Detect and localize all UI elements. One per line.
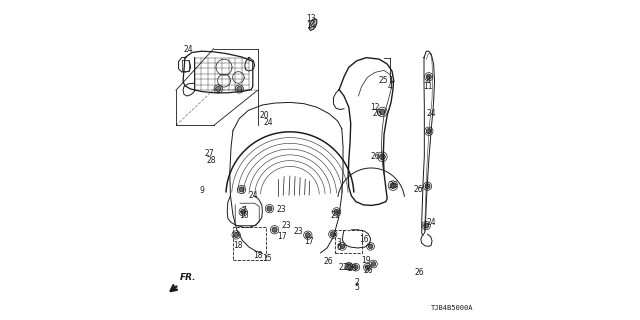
Circle shape [305, 233, 310, 238]
Bar [233, 227, 266, 260]
Circle shape [424, 223, 429, 228]
Circle shape [340, 244, 344, 249]
Text: 24: 24 [426, 218, 436, 227]
Text: 14: 14 [306, 21, 316, 30]
Text: 13: 13 [306, 14, 316, 23]
Text: TJB4B5000A: TJB4B5000A [431, 305, 474, 311]
Circle shape [272, 227, 277, 232]
Text: 1: 1 [388, 76, 393, 85]
Circle shape [380, 154, 385, 160]
Circle shape [365, 265, 370, 269]
Circle shape [380, 109, 385, 115]
Text: 27: 27 [204, 149, 214, 158]
Text: 23: 23 [282, 221, 292, 230]
Text: 16: 16 [358, 235, 369, 244]
Circle shape [241, 209, 246, 214]
Text: 12: 12 [371, 103, 380, 112]
Text: 26: 26 [348, 264, 357, 273]
Circle shape [334, 209, 339, 214]
Polygon shape [309, 19, 317, 30]
Text: 26: 26 [414, 268, 424, 277]
Circle shape [426, 74, 431, 79]
Text: 20: 20 [259, 111, 269, 120]
Circle shape [371, 262, 376, 266]
Text: 15: 15 [262, 254, 272, 263]
Text: 28: 28 [207, 156, 216, 165]
Text: 19: 19 [361, 256, 371, 265]
Text: 24: 24 [249, 191, 259, 200]
Circle shape [234, 232, 239, 237]
Text: 7: 7 [242, 206, 246, 215]
Circle shape [237, 86, 242, 92]
Text: FR.: FR. [180, 273, 196, 282]
Text: 18: 18 [253, 252, 262, 260]
Text: 10: 10 [239, 212, 249, 220]
Text: 23: 23 [293, 227, 303, 236]
Circle shape [267, 206, 272, 211]
Text: 17: 17 [276, 232, 287, 241]
Circle shape [390, 183, 396, 188]
Text: 26: 26 [363, 266, 373, 275]
Text: 2: 2 [355, 278, 359, 287]
Text: 24: 24 [183, 45, 193, 54]
Text: 25: 25 [378, 76, 388, 85]
Circle shape [368, 244, 372, 249]
Bar [335, 230, 362, 253]
Text: 5: 5 [355, 284, 359, 292]
Text: 8: 8 [425, 76, 430, 85]
Text: 26: 26 [323, 257, 333, 266]
Circle shape [330, 232, 335, 237]
Text: 9: 9 [199, 186, 204, 195]
Text: 4: 4 [388, 82, 393, 91]
Text: 24: 24 [426, 109, 436, 118]
Text: 26: 26 [388, 181, 398, 190]
Circle shape [216, 86, 221, 92]
Text: 6: 6 [337, 244, 342, 252]
Text: 18: 18 [233, 241, 243, 250]
Text: 26: 26 [372, 109, 382, 118]
Text: 26: 26 [370, 152, 380, 161]
Circle shape [347, 264, 351, 268]
Circle shape [239, 187, 244, 192]
Text: 23: 23 [276, 205, 287, 214]
Text: 22: 22 [339, 263, 348, 272]
Circle shape [425, 184, 430, 189]
Text: 21: 21 [331, 212, 340, 220]
Text: 17: 17 [305, 237, 314, 246]
Text: 22: 22 [344, 263, 354, 272]
Text: 26: 26 [413, 185, 424, 194]
Text: 24: 24 [263, 118, 273, 127]
Circle shape [426, 129, 431, 134]
Text: 3: 3 [337, 238, 342, 247]
Text: 11: 11 [423, 82, 432, 91]
Circle shape [354, 265, 358, 269]
